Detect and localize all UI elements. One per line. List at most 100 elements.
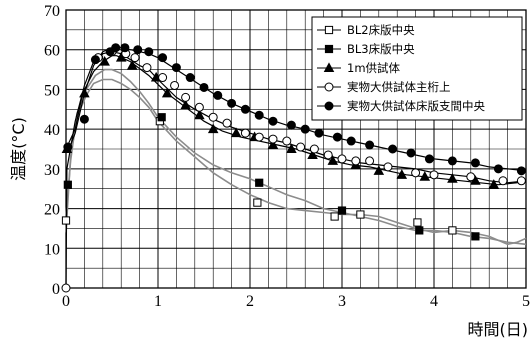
data-point-series-5 — [388, 144, 398, 154]
x-tick-label: 2 — [246, 293, 254, 310]
data-point-series-3 — [79, 87, 90, 98]
data-point-series-4 — [208, 112, 218, 122]
data-point-series-3 — [419, 171, 431, 181]
data-point-series-1 — [61, 216, 71, 225]
data-point-series-4 — [170, 80, 180, 90]
data-point-series-5 — [365, 140, 375, 150]
data-point-series-5 — [314, 128, 324, 138]
data-point-series-4 — [296, 142, 306, 152]
data-point-series-4 — [181, 92, 191, 102]
data-point-series-4 — [222, 118, 232, 128]
data-point-series-1 — [356, 210, 365, 219]
legend-label: 実物大供試体床版支間中央 — [347, 99, 485, 113]
data-point-series-5 — [79, 114, 89, 124]
data-point-series-3 — [180, 99, 191, 110]
data-point-series-4 — [516, 176, 526, 186]
series-line-3 — [65, 55, 527, 186]
data-point-series-3 — [207, 123, 219, 134]
data-point-series-3 — [396, 169, 408, 179]
data-point-series-4 — [383, 162, 393, 172]
data-point-series-3 — [327, 155, 339, 165]
data-point-series-4 — [282, 136, 292, 146]
data-point-series-2 — [337, 206, 347, 215]
data-point-series-4 — [411, 168, 421, 178]
data-point-series-4 — [254, 132, 264, 142]
data-point-series-4 — [142, 63, 152, 73]
legend-label: 1m供試体 — [347, 61, 401, 75]
data-point-series-5 — [111, 43, 121, 53]
data-point-series-4 — [498, 176, 508, 186]
y-axis-title: 温度(°C) — [9, 117, 28, 181]
y-tick-label: 40 — [44, 122, 60, 139]
data-point-series-3 — [267, 139, 279, 150]
data-point-series-5 — [199, 82, 209, 92]
data-point-series-5 — [227, 98, 237, 108]
data-point-series-4 — [61, 283, 71, 293]
series-markers — [61, 43, 526, 293]
data-point-series-5 — [424, 154, 434, 164]
data-point-series-5 — [158, 53, 168, 63]
data-point-series-4 — [130, 53, 140, 63]
data-point-series-2 — [63, 180, 72, 189]
data-point-series-2 — [415, 226, 424, 235]
legend-label: 実物大供試体主桁上 — [347, 80, 451, 94]
data-point-series-4 — [194, 102, 204, 112]
data-point-series-4 — [240, 128, 250, 138]
data-point-series-5 — [493, 164, 503, 174]
legend-marker — [324, 101, 334, 111]
data-point-series-1 — [448, 226, 457, 235]
data-point-series-4 — [466, 172, 476, 182]
data-point-series-4 — [323, 150, 333, 160]
data-point-series-3 — [230, 127, 242, 138]
data-point-series-4 — [351, 156, 361, 166]
series-line-2 — [65, 68, 527, 246]
data-point-series-5 — [171, 63, 181, 73]
y-tick-label: 70 — [44, 3, 60, 20]
data-point-series-5 — [332, 132, 342, 142]
data-point-series-5 — [63, 142, 73, 152]
y-tick-label: 20 — [44, 202, 60, 219]
legend-marker — [324, 44, 334, 54]
data-point-series-2 — [471, 232, 480, 241]
data-point-series-5 — [185, 73, 195, 83]
x-tick-label: 5 — [522, 293, 530, 310]
data-point-series-5 — [268, 116, 278, 126]
y-tick-label: 50 — [44, 82, 60, 99]
data-point-series-3 — [447, 173, 458, 183]
data-point-series-4 — [268, 134, 278, 144]
data-point-series-5 — [120, 43, 130, 53]
data-point-series-4 — [337, 154, 347, 164]
data-point-series-3 — [99, 55, 110, 66]
legend-marker — [324, 25, 334, 35]
x-tick-label: 4 — [430, 293, 438, 310]
data-point-series-3 — [161, 87, 173, 98]
data-point-series-5 — [240, 104, 250, 114]
data-point-series-3 — [126, 59, 138, 70]
data-point-series-5 — [286, 120, 296, 130]
data-point-series-5 — [144, 47, 154, 57]
data-point-series-1 — [413, 218, 422, 227]
data-point-series-3 — [373, 165, 385, 175]
data-point-series-3 — [488, 179, 500, 189]
legend-marker — [324, 82, 334, 92]
data-point-series-5 — [516, 166, 526, 176]
tick-labels: 0 10 20 30 40 50 60 70 0 1 2 3 4 5 — [44, 3, 530, 310]
x-tick-label: 1 — [154, 293, 162, 310]
y-tick-label: 10 — [44, 241, 60, 258]
data-point-series-5 — [213, 90, 223, 100]
y-tick-label: 0 — [52, 281, 60, 298]
x-tick-label: 3 — [338, 293, 346, 310]
x-tick-label: 0 — [62, 293, 70, 310]
data-point-series-1 — [253, 198, 262, 207]
data-point-series-2 — [157, 113, 166, 122]
data-point-series-2 — [255, 178, 264, 187]
legend-label: BL2床版中央 — [347, 23, 415, 37]
data-point-series-5 — [346, 136, 356, 146]
x-axis-title: 時間(日) — [468, 320, 529, 339]
data-point-series-5 — [447, 156, 457, 166]
data-point-series-4 — [429, 170, 439, 180]
data-point-series-4 — [365, 156, 375, 166]
legend-marker — [323, 62, 335, 72]
